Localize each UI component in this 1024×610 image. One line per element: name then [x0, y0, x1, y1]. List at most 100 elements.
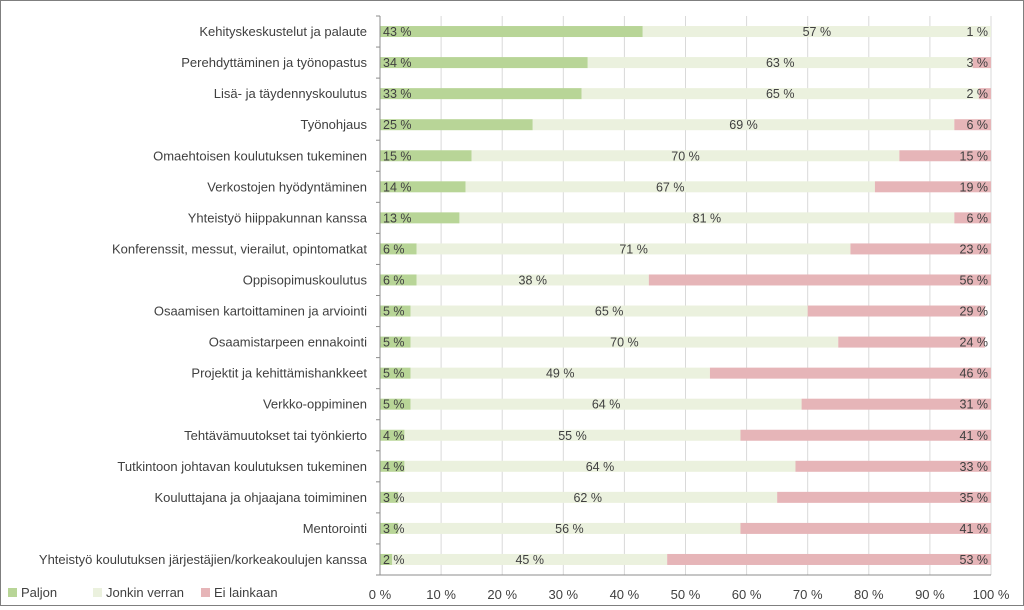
gridlines: [440, 16, 992, 575]
data-label-paljon: 4 %: [383, 429, 405, 443]
category-label: Oppisopimuskoulutus: [243, 272, 368, 287]
data-label-jonkin-verran: 70 %: [671, 149, 700, 163]
bar-ei-lainkaan: [899, 150, 991, 162]
data-label-paljon: 5 %: [383, 367, 405, 381]
data-label-paljon: 33 %: [383, 87, 412, 101]
data-label-jonkin-verran: 55 %: [558, 429, 587, 443]
bar-ei-lainkaan: [777, 491, 991, 503]
bar-ei-lainkaan: [709, 367, 991, 379]
x-axis: 0 % 10 % 20 % 30 % 40 % 50 % 60 % 70 % 80 % 90 % 1…: [369, 15, 1010, 602]
data-label-jonkin-verran: 62 %: [573, 491, 602, 505]
bar-ei-lainkaan: [667, 553, 991, 565]
bar-paljon: [380, 429, 405, 441]
data-label-jonkin-verran: 57 %: [803, 25, 832, 39]
legend-label: Paljon: [21, 585, 57, 600]
bar-jonkin-verran: [392, 553, 668, 565]
data-label-ei-lainkaan: 41 %: [960, 429, 989, 443]
data-label-ei-lainkaan: 31 %: [960, 398, 989, 412]
data-label-paljon: 6 %: [383, 242, 405, 256]
bar-jonkin-verran: [410, 336, 839, 348]
category-label: Yhteistyö koulutuksen järjestäjien/korke…: [39, 552, 368, 567]
data-label-paljon: 2 %: [383, 553, 405, 567]
bar-ei-lainkaan: [740, 429, 991, 441]
bar-paljon: [380, 398, 411, 410]
category-label: Tutkintoon johtavan koulutuksen tukemine…: [117, 459, 367, 474]
bar-paljon: [380, 522, 399, 534]
x-tick-label: 100 %: [973, 587, 1010, 602]
data-label-jonkin-verran: 70 %: [610, 336, 639, 350]
data-label-ei-lainkaan: 6 %: [966, 118, 988, 132]
legend-swatch-jonkin-verran: [93, 588, 102, 597]
data-label-jonkin-verran: 49 %: [546, 367, 575, 381]
legend-swatch-ei-lainkaan: [201, 588, 210, 597]
data-label-jonkin-verran: 67 %: [656, 180, 685, 194]
bar-jonkin-verran: [416, 243, 851, 255]
category-label: Kehityskeskustelut ja palaute: [199, 24, 367, 39]
bar-jonkin-verran: [398, 491, 778, 503]
x-tick-label: 40 %: [610, 587, 640, 602]
bar-ei-lainkaan: [807, 305, 985, 317]
bar-paljon: [380, 274, 417, 286]
data-label-jonkin-verran: 71 %: [619, 242, 648, 256]
data-label-ei-lainkaan: 53 %: [960, 553, 989, 567]
x-tick-label: 70 %: [793, 587, 823, 602]
legend-label: Ei lainkaan: [214, 585, 278, 600]
bar-jonkin-verran: [532, 119, 955, 131]
bar-paljon: [380, 88, 582, 100]
x-tick-label: 60 %: [732, 587, 762, 602]
bar-ei-lainkaan: [978, 88, 991, 100]
category-labels: Kehityskeskustelut ja palaute Perehdyttäm…: [39, 24, 368, 567]
x-tick-label: 30 %: [548, 587, 578, 602]
bar-paljon: [380, 243, 417, 255]
bar-paljon: [380, 367, 411, 379]
bar-ei-lainkaan: [954, 119, 991, 131]
category-label: Verkostojen hyödyntäminen: [207, 179, 367, 194]
category-label: Yhteistyö hiippakunnan kanssa: [188, 210, 368, 225]
data-label-ei-lainkaan: 1 %: [966, 25, 988, 39]
x-tick-label: 80 %: [854, 587, 884, 602]
data-label-paljon: 15 %: [383, 149, 412, 163]
bar-jonkin-verran: [459, 212, 955, 224]
bar-ei-lainkaan: [648, 274, 991, 286]
x-tick-label: 50 %: [671, 587, 701, 602]
bar-jonkin-verran: [410, 367, 710, 379]
data-label-ei-lainkaan: 33 %: [960, 460, 989, 474]
category-label: Osaamistarpeen ennakointi: [209, 335, 367, 350]
data-label-ei-lainkaan: 46 %: [960, 367, 989, 381]
data-label-paljon: 3 %: [383, 491, 405, 505]
data-label-ei-lainkaan: 29 %: [960, 305, 989, 319]
bar-jonkin-verran: [404, 460, 796, 472]
bar-ei-lainkaan: [838, 336, 985, 348]
bar-jonkin-verran: [471, 150, 900, 162]
data-label-ei-lainkaan: 41 %: [960, 522, 989, 536]
data-label-jonkin-verran: 45 %: [515, 553, 544, 567]
data-label-jonkin-verran: 38 %: [519, 273, 548, 287]
legend: Paljon Jonkin verran Ei lainkaan: [8, 585, 278, 600]
data-label-jonkin-verran: 56 %: [555, 522, 584, 536]
category-label: Osaamisen kartoittaminen ja arviointi: [154, 304, 367, 319]
bar-ei-lainkaan: [850, 243, 991, 255]
data-label-ei-lainkaan: 56 %: [960, 273, 989, 287]
bar-ei-lainkaan: [801, 398, 991, 410]
category-label: Lisä- ja täydennyskoulutus: [214, 86, 368, 101]
data-label-jonkin-verran: 65 %: [595, 305, 624, 319]
bar-paljon: [380, 181, 466, 193]
legend-swatch-paljon: [8, 588, 17, 597]
data-label-ei-lainkaan: 15 %: [960, 149, 989, 163]
bar-paljon: [380, 553, 393, 565]
data-label-paljon: 14 %: [383, 180, 412, 194]
bar-ei-lainkaan: [874, 181, 991, 193]
category-label: Perehdyttäminen ja työnopastus: [181, 55, 367, 70]
data-label-paljon: 5 %: [383, 336, 405, 350]
category-label: Verkko-oppiminen: [263, 397, 367, 412]
data-label-paljon: 25 %: [383, 118, 412, 132]
data-label-jonkin-verran: 65 %: [766, 87, 795, 101]
category-label: Kouluttajana ja ohjaajana toimiminen: [155, 490, 367, 505]
category-label: Projektit ja kehittämishankkeet: [191, 366, 367, 381]
x-tick-label: 10 %: [426, 587, 456, 602]
x-tick-label: 20 %: [487, 587, 517, 602]
data-label-paljon: 3 %: [383, 522, 405, 536]
data-label-paljon: 43 %: [383, 25, 412, 39]
data-label-paljon: 6 %: [383, 273, 405, 287]
